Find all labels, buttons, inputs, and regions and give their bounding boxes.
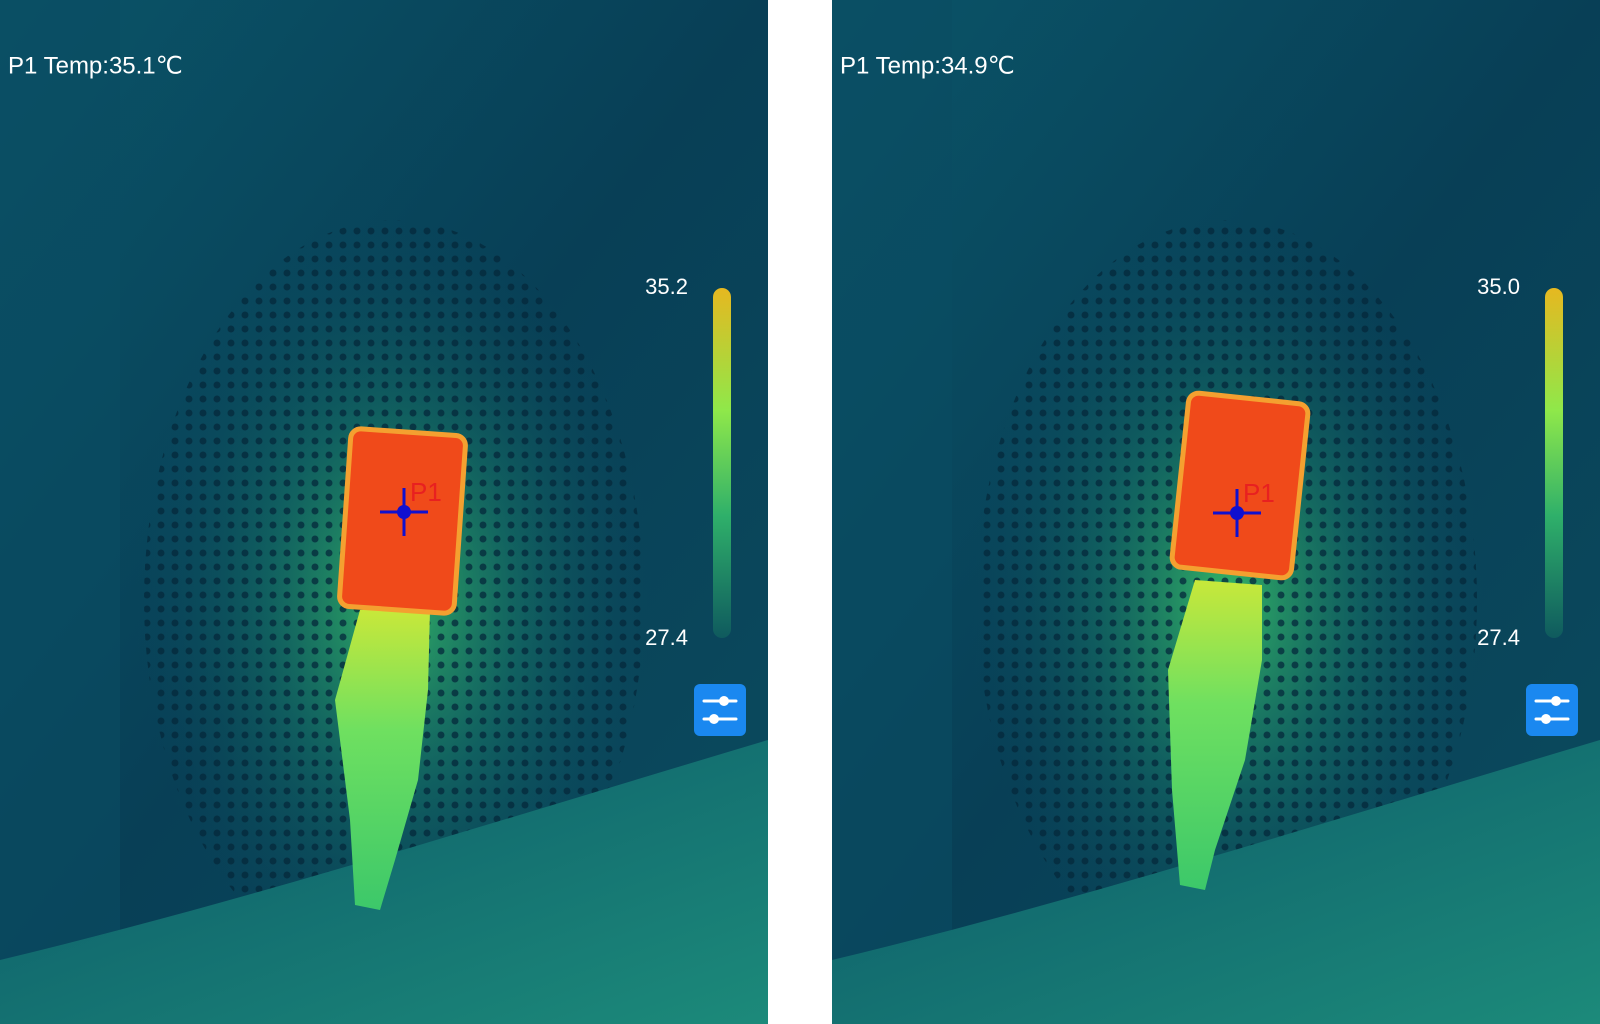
scale-max: 35.0	[1477, 274, 1520, 299]
temp-readout: P1 Temp:34.9℃	[840, 52, 1015, 79]
slider-knob	[719, 696, 729, 706]
cable	[335, 610, 430, 910]
device	[1169, 390, 1311, 581]
color-scale	[713, 288, 731, 638]
scale-min: 27.4	[1477, 625, 1520, 650]
crosshair-dot	[397, 505, 411, 519]
slider-knob	[1541, 714, 1551, 724]
settings-button-bg	[694, 684, 746, 736]
marker-label: P1	[410, 477, 442, 507]
settings-button-bg	[1526, 684, 1578, 736]
left-wall	[0, 0, 120, 1024]
crosshair-dot	[1230, 506, 1244, 520]
settings-button[interactable]	[1526, 684, 1578, 736]
thermal-view: P1 P1 Temp:35.1℃ 35.2 27.4	[0, 0, 768, 1024]
thermal-view: P1 P1 Temp:34.9℃ 35.0 27.4	[832, 0, 1600, 1024]
left-wall	[832, 0, 952, 1024]
scale-min: 27.4	[645, 625, 688, 650]
floor	[832, 740, 1600, 1024]
marker-label: P1	[1243, 478, 1275, 508]
color-scale	[1545, 288, 1563, 638]
cable	[1168, 580, 1262, 890]
scale-max: 35.2	[645, 274, 688, 299]
slider-knob	[709, 714, 719, 724]
slider-knob	[1551, 696, 1561, 706]
settings-button[interactable]	[694, 684, 746, 736]
temp-readout: P1 Temp:35.1℃	[8, 52, 183, 79]
